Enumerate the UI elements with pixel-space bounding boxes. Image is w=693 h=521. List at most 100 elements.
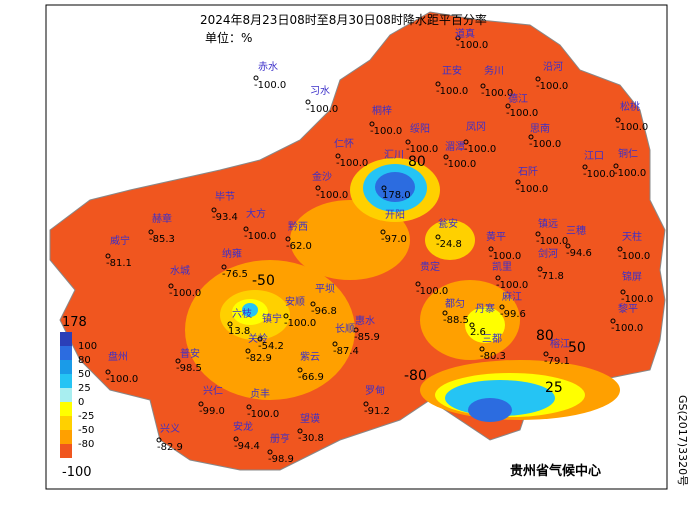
contour-label: 80 bbox=[408, 154, 426, 170]
legend-swatch bbox=[60, 416, 72, 430]
station-marker bbox=[535, 231, 541, 237]
station-name: 瓮安 bbox=[438, 217, 458, 230]
station-name: 黎平 bbox=[618, 302, 638, 315]
legend-swatch bbox=[60, 332, 72, 346]
station-value: -100.0 bbox=[370, 126, 402, 137]
station-marker bbox=[479, 346, 485, 352]
station-marker bbox=[499, 304, 505, 310]
station-value: -98.9 bbox=[268, 454, 294, 465]
station-marker bbox=[610, 318, 616, 324]
station-marker bbox=[455, 35, 461, 41]
station-marker bbox=[227, 321, 233, 327]
station-marker bbox=[105, 369, 111, 375]
station-name: 三穗 bbox=[566, 224, 586, 237]
station-value: -100.0 bbox=[284, 318, 316, 329]
station-value: 178.0 bbox=[382, 190, 411, 201]
station-name: 普安 bbox=[180, 347, 200, 360]
station-name: 天柱 bbox=[622, 230, 642, 243]
station-name: 毕节 bbox=[215, 190, 235, 203]
station-marker bbox=[156, 437, 162, 443]
station-marker bbox=[332, 341, 338, 347]
station-value: -100.0 bbox=[406, 144, 438, 155]
station-value: -100.0 bbox=[529, 139, 561, 150]
station-name: 罗甸 bbox=[365, 384, 385, 397]
station-name: 思南 bbox=[530, 122, 550, 135]
station-name: 江口 bbox=[584, 150, 604, 162]
legend-swatch bbox=[60, 444, 72, 458]
station-name: 开阳 bbox=[385, 209, 405, 221]
station-name: 黄平 bbox=[486, 230, 506, 243]
station-value: -100.0 bbox=[496, 280, 528, 291]
station-value: -88.5 bbox=[443, 315, 469, 326]
title: 2024年8月23日08时至8月30日08时降水距平百分率 bbox=[200, 12, 487, 27]
station-marker bbox=[257, 336, 263, 342]
station-value: -80.3 bbox=[480, 351, 506, 362]
station-value: -93.4 bbox=[212, 212, 238, 223]
station-name: 德江 bbox=[508, 92, 528, 105]
station-value: -100.0 bbox=[481, 88, 513, 99]
station-value: -79.1 bbox=[544, 356, 570, 367]
station-value: 2.6 bbox=[470, 327, 486, 338]
station-name: 长顺 bbox=[335, 323, 355, 335]
station-name: 麻江 bbox=[502, 290, 522, 303]
station-name: 汇川 bbox=[384, 148, 404, 161]
station-value: -100.0 bbox=[244, 231, 276, 242]
station-marker bbox=[335, 153, 341, 159]
station-name: 大方 bbox=[246, 207, 266, 220]
station-name: 贞丰 bbox=[250, 387, 270, 400]
station-name: 安顺 bbox=[285, 295, 305, 308]
station-value: -100.0 bbox=[516, 184, 548, 195]
station-name: 绥阳 bbox=[410, 123, 430, 135]
station-marker bbox=[310, 301, 316, 307]
legend-label: 50 bbox=[78, 369, 91, 380]
station-marker bbox=[297, 428, 303, 434]
station-name: 纳雍 bbox=[222, 247, 242, 260]
station-marker bbox=[435, 234, 441, 240]
station-marker bbox=[415, 281, 421, 287]
station-value: -94.4 bbox=[234, 441, 260, 452]
station-marker bbox=[315, 185, 321, 191]
station-value: -54.2 bbox=[258, 341, 284, 352]
station-name: 石阡 bbox=[518, 166, 538, 178]
station-value: -98.5 bbox=[176, 363, 202, 374]
station-value: -62.0 bbox=[286, 241, 312, 252]
station-marker bbox=[495, 275, 501, 281]
station-value: -81.1 bbox=[106, 258, 132, 269]
station-value: -100.0 bbox=[489, 251, 521, 262]
legend-swatch bbox=[60, 388, 72, 402]
station-value: -85.9 bbox=[354, 332, 380, 343]
station-name: 剑河 bbox=[538, 247, 558, 260]
station-name: 镇宁 bbox=[262, 312, 282, 325]
station-value: -100.0 bbox=[169, 288, 201, 299]
station-name: 兴仁 bbox=[203, 385, 223, 397]
contour-label: 25 bbox=[545, 380, 563, 396]
station-value: -91.2 bbox=[364, 406, 390, 417]
station-marker bbox=[515, 179, 521, 185]
station-value: -100.0 bbox=[106, 374, 138, 385]
station-value: -94.6 bbox=[566, 248, 592, 259]
station-marker bbox=[582, 164, 588, 170]
legend-min: -100 bbox=[62, 465, 92, 480]
station-name: 望谟 bbox=[300, 412, 320, 425]
station-marker bbox=[442, 310, 448, 316]
station-marker bbox=[233, 436, 239, 442]
station-marker bbox=[463, 139, 469, 145]
station-name: 习水 bbox=[310, 85, 330, 97]
station-name: 贵定 bbox=[420, 260, 440, 273]
station-name: 正安 bbox=[442, 64, 462, 77]
station-marker bbox=[535, 76, 541, 82]
contour-label: -80 bbox=[404, 368, 427, 384]
station-name: 榕江 bbox=[550, 337, 570, 350]
station-value: -85.3 bbox=[149, 234, 175, 245]
station-value: -99.0 bbox=[199, 406, 225, 417]
station-name: 黔西 bbox=[288, 220, 308, 233]
station-marker bbox=[253, 75, 259, 81]
station-marker bbox=[283, 313, 289, 319]
station-name: 凤冈 bbox=[466, 121, 486, 133]
station-marker bbox=[246, 404, 252, 410]
station-value: -100.0 bbox=[464, 144, 496, 155]
station-name: 金沙 bbox=[312, 170, 332, 183]
station-value: -100.0 bbox=[616, 122, 648, 133]
station-value: -100.0 bbox=[536, 236, 568, 247]
contour-label: -50 bbox=[252, 273, 275, 289]
